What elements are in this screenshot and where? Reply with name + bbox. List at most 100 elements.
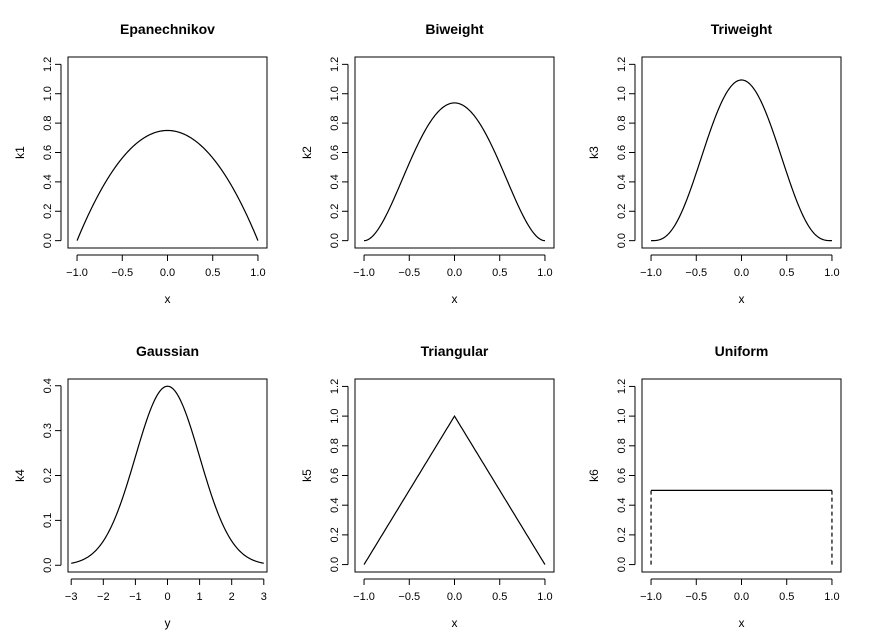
y-tick-label: 0.6 bbox=[329, 145, 341, 160]
x-tick-label: 0.0 bbox=[447, 267, 462, 279]
y-axis-label: k6 bbox=[587, 469, 601, 482]
x-tick-label: 0 bbox=[164, 591, 170, 603]
y-tick-label: 0.4 bbox=[42, 378, 54, 393]
panel-biweight: Biweight x k2 −1.0 −0.5 0.0 0.5 1.0 0.0 0.2 0.4… bbox=[300, 21, 555, 306]
plot-frame bbox=[354, 378, 555, 573]
y-tick-label: 0.2 bbox=[42, 468, 54, 483]
y-tick-label: 0.1 bbox=[42, 513, 54, 528]
panel-title: Biweight bbox=[425, 21, 484, 37]
kernel-curve bbox=[651, 79, 832, 242]
x-axis-label: x bbox=[165, 292, 171, 306]
kernel-curve bbox=[363, 414, 546, 565]
y-tick-label: 0.4 bbox=[616, 498, 628, 513]
x-tick-label: 2 bbox=[229, 591, 235, 603]
y-axis-label: k2 bbox=[300, 146, 314, 159]
y-tick-label: 1.2 bbox=[329, 379, 341, 394]
y-tick-label: 1.2 bbox=[42, 57, 54, 72]
x-tick-label: 0.5 bbox=[205, 267, 220, 279]
y-tick-label: 1.0 bbox=[329, 86, 341, 101]
y-tick-label: 0.4 bbox=[42, 174, 54, 189]
x-tick-label: −2 bbox=[97, 591, 110, 603]
panel-epanechnikov: Epanechnikov x k1 −1.0 −0.5 0.0 0.5 1.0 0.0 0.… bbox=[13, 21, 268, 306]
x-tick-label: 0.0 bbox=[734, 267, 749, 279]
kernel-curve bbox=[364, 102, 545, 242]
x-axis-label: x bbox=[452, 292, 458, 306]
y-tick-label: 0.2 bbox=[329, 527, 341, 542]
x-tick-label: 1.0 bbox=[537, 591, 552, 603]
x-tick-label: 0.0 bbox=[160, 267, 175, 279]
plot-frame bbox=[67, 378, 268, 573]
y-tick-label: 0.6 bbox=[616, 145, 628, 160]
y-tick-label: 0.0 bbox=[42, 558, 54, 573]
x-tick-label: −3 bbox=[65, 591, 78, 603]
x-tick-label: 1.0 bbox=[824, 591, 839, 603]
x-axis-label: x bbox=[739, 616, 745, 630]
panel-triweight: Triweight x k3 −1.0 −0.5 0.0 0.5 1.0 0.0 0.2 0.… bbox=[587, 21, 842, 306]
y-tick-label: 0.0 bbox=[616, 233, 628, 248]
y-tick-label: 1.0 bbox=[42, 86, 54, 101]
y-tick-label: 0.8 bbox=[616, 115, 628, 130]
panel-title: Uniform bbox=[715, 343, 769, 359]
y-axis-label: k5 bbox=[300, 469, 314, 482]
y-tick-label: 0.4 bbox=[616, 174, 628, 189]
y-tick-label: 0.6 bbox=[616, 468, 628, 483]
y-tick-label: 0.8 bbox=[329, 438, 341, 453]
x-tick-label: 1 bbox=[197, 591, 203, 603]
x-tick-label: −0.5 bbox=[398, 591, 420, 603]
y-tick-label: 0.0 bbox=[329, 233, 341, 248]
panel-title: Triweight bbox=[711, 21, 773, 37]
x-tick-label: 1.0 bbox=[824, 267, 839, 279]
panel-gaussian: Gaussian y k4 −3 −2 −1 0 1 2 3 0.0 0.1 0.2 0.3 0.4 bbox=[13, 343, 268, 630]
kernel-curve bbox=[76, 129, 259, 241]
x-tick-label: 0.0 bbox=[734, 591, 749, 603]
y-tick-label: 0.2 bbox=[329, 204, 341, 219]
y-tick-label: 1.0 bbox=[616, 86, 628, 101]
x-tick-label: −0.5 bbox=[685, 591, 707, 603]
x-tick-label: 0.5 bbox=[779, 267, 794, 279]
plot-frame bbox=[641, 378, 842, 573]
x-tick-label: 0.5 bbox=[492, 267, 507, 279]
x-tick-label: −1 bbox=[129, 591, 142, 603]
x-tick-label: 1.0 bbox=[537, 267, 552, 279]
x-tick-label: −1.0 bbox=[66, 267, 88, 279]
panel-title: Triangular bbox=[421, 343, 489, 359]
y-tick-label: 1.0 bbox=[616, 408, 628, 423]
kernel-curve bbox=[71, 385, 264, 564]
y-tick-label: 0.6 bbox=[329, 468, 341, 483]
y-tick-label: 0.2 bbox=[42, 204, 54, 219]
y-tick-label: 0.0 bbox=[616, 557, 628, 572]
x-tick-label: −1.0 bbox=[640, 267, 662, 279]
x-axis-label: y bbox=[165, 616, 171, 630]
y-axis-label: k3 bbox=[587, 146, 601, 159]
x-axis-label: x bbox=[739, 292, 745, 306]
x-tick-label: −0.5 bbox=[111, 267, 133, 279]
x-tick-label: −0.5 bbox=[685, 267, 707, 279]
y-tick-label: 0.2 bbox=[616, 204, 628, 219]
y-tick-label: 0.4 bbox=[329, 498, 341, 513]
y-tick-label: 0.8 bbox=[616, 438, 628, 453]
x-tick-label: −1.0 bbox=[353, 267, 375, 279]
y-tick-label: 0.2 bbox=[616, 527, 628, 542]
x-tick-label: 0.5 bbox=[779, 591, 794, 603]
x-tick-label: −1.0 bbox=[640, 591, 662, 603]
y-tick-label: 0.0 bbox=[42, 233, 54, 248]
plot-frame bbox=[67, 56, 268, 249]
y-tick-label: 0.8 bbox=[42, 115, 54, 130]
x-tick-label: 0.0 bbox=[447, 591, 462, 603]
panel-title: Gaussian bbox=[136, 343, 199, 359]
plot-frame bbox=[641, 56, 842, 249]
y-tick-label: 0.8 bbox=[329, 115, 341, 130]
x-tick-label: 1.0 bbox=[250, 267, 265, 279]
y-axis-label: k4 bbox=[13, 469, 27, 482]
x-tick-label: −0.5 bbox=[398, 267, 420, 279]
y-axis-label: k1 bbox=[13, 146, 27, 159]
panel-uniform: Uniform x k6 −1.0 −0.5 0.0 0.5 1.0 0.0 0.2 0.4 0… bbox=[587, 343, 842, 630]
plot-frame bbox=[354, 56, 555, 249]
y-tick-label: 0.6 bbox=[42, 145, 54, 160]
x-tick-label: 3 bbox=[261, 591, 267, 603]
panel-triangular: Triangular x k5 −1.0 −0.5 0.0 0.5 1.0 0.0 0.2 0… bbox=[300, 343, 555, 630]
x-tick-label: 0.5 bbox=[492, 591, 507, 603]
y-tick-label: 1.2 bbox=[616, 379, 628, 394]
x-axis-label: x bbox=[452, 616, 458, 630]
